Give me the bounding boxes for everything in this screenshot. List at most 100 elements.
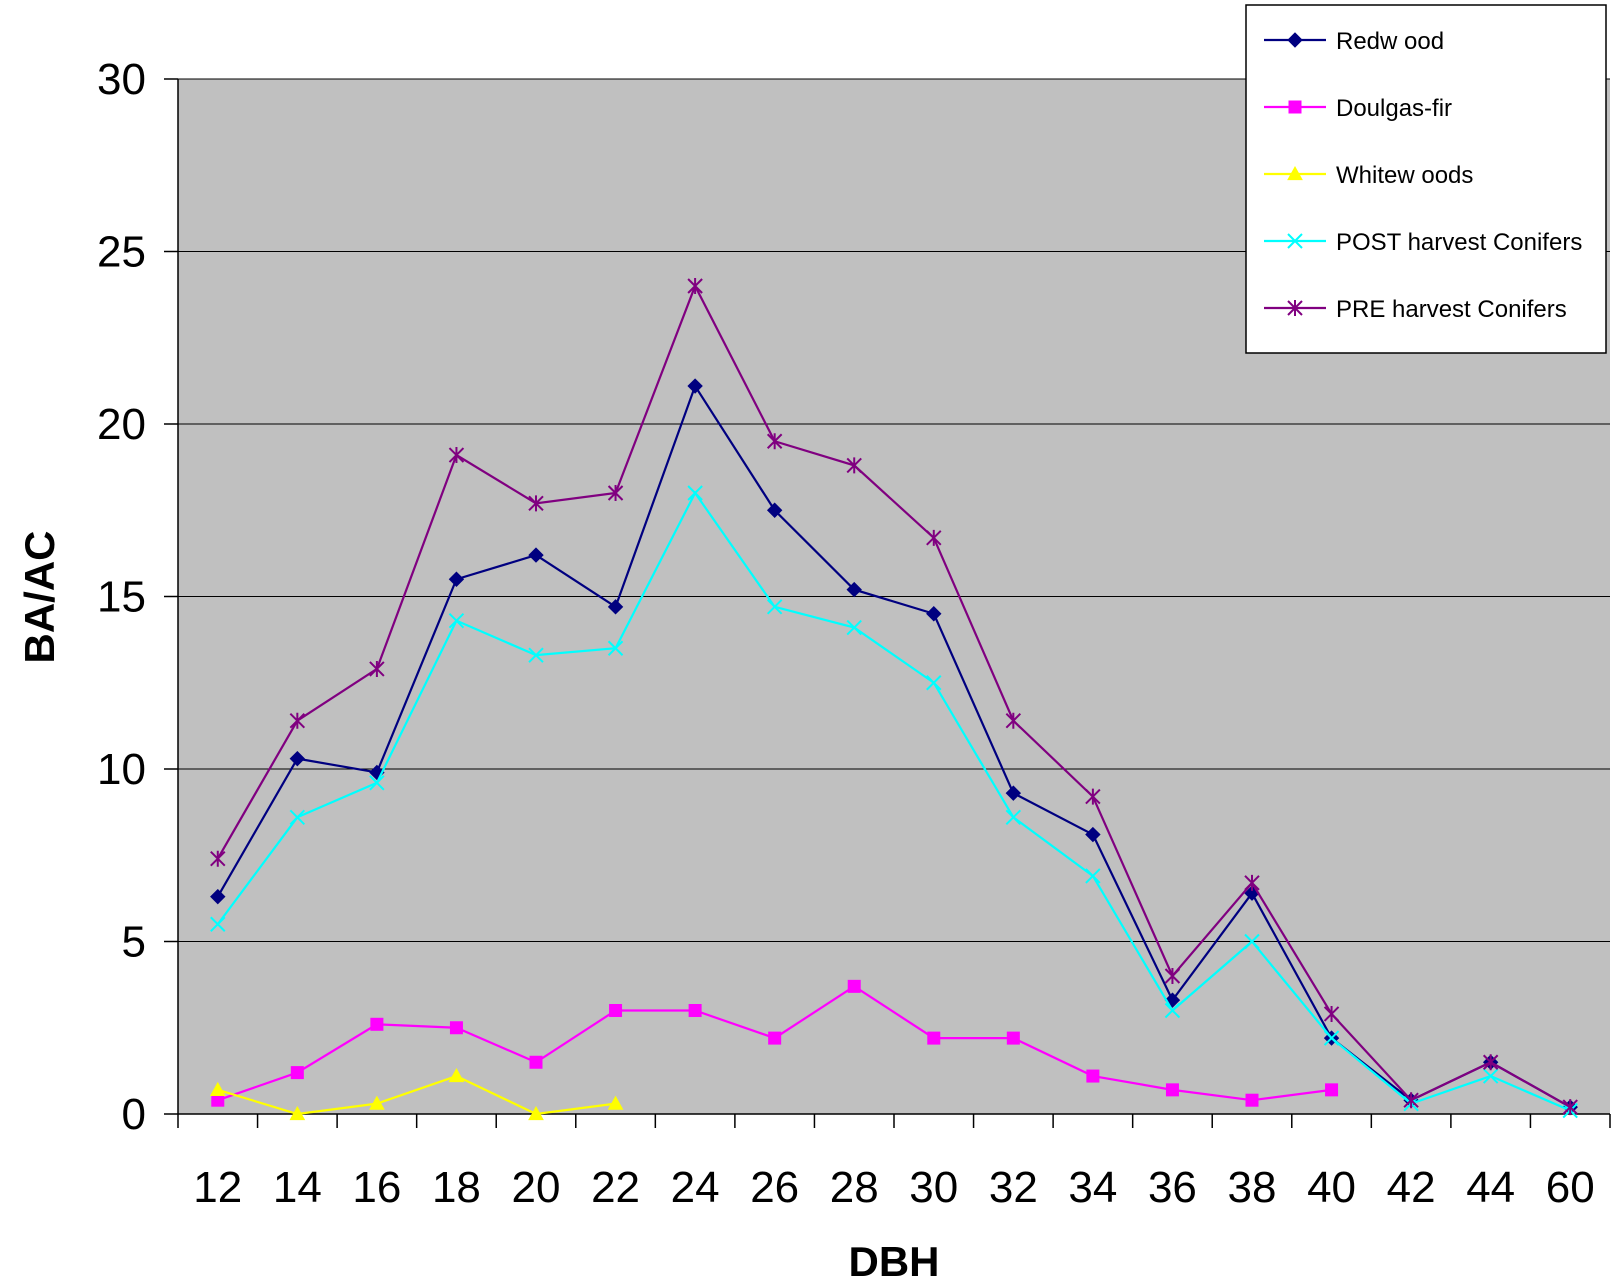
data-point [1562, 1099, 1578, 1116]
legend-item: PRE harvest Conifers [1264, 296, 1567, 323]
data-point [766, 599, 783, 615]
data-point [607, 485, 624, 501]
data-point [1006, 1031, 1020, 1045]
y-axis-title: BA/AC [16, 531, 63, 664]
x-tick-label: 36 [1148, 1163, 1197, 1212]
legend-label: POST harvest Conifers [1336, 229, 1582, 256]
data-point [448, 1068, 465, 1083]
data-point [1085, 826, 1101, 843]
data-point [847, 979, 861, 993]
data-point [1164, 1002, 1181, 1019]
data-point [289, 809, 306, 826]
data-point [1244, 933, 1260, 950]
legend-item: Doulgas-fir [1264, 95, 1452, 122]
x-tick-label: 26 [750, 1163, 799, 1212]
data-point [1005, 785, 1022, 801]
data-point [528, 1105, 544, 1121]
data-point [210, 916, 226, 932]
legend-marker [1287, 32, 1303, 48]
data-point [607, 599, 624, 615]
data-point [290, 1066, 304, 1080]
y-tick-label: 25 [97, 228, 146, 277]
legend-item: POST harvest Conifers [1264, 229, 1582, 256]
data-point [369, 775, 385, 791]
data-point [926, 675, 942, 691]
data-point [529, 1055, 543, 1069]
data-point [607, 640, 624, 656]
data-point [289, 1105, 306, 1121]
x-tick-label: 40 [1307, 1163, 1356, 1212]
data-point [927, 1031, 941, 1045]
data-point [609, 1004, 623, 1017]
data-point [448, 612, 465, 629]
data-point [210, 850, 226, 867]
legend-marker [1288, 100, 1302, 114]
data-point [448, 571, 465, 587]
data-point [768, 1031, 782, 1045]
data-point [369, 660, 385, 677]
y-tick-label: 10 [97, 745, 146, 794]
data-point [289, 750, 306, 767]
x-tick-label: 24 [671, 1163, 720, 1212]
x-axis-title: DBH [849, 1238, 940, 1285]
series-layer [209, 278, 1578, 1121]
x-tick-label: 38 [1228, 1163, 1277, 1212]
data-point [1085, 788, 1101, 805]
x-tick-label: 32 [989, 1163, 1038, 1212]
data-point [1164, 968, 1181, 984]
data-point [1005, 809, 1022, 826]
data-point [210, 888, 226, 905]
data-point [1482, 1068, 1499, 1084]
series-1 [211, 979, 1339, 1107]
data-point [1005, 712, 1022, 729]
y-tick-label: 15 [97, 573, 146, 622]
data-point [846, 581, 862, 598]
x-tick-label: 12 [193, 1163, 242, 1212]
y-tick-label: 5 [122, 918, 146, 967]
data-point [1323, 1030, 1340, 1046]
data-point [528, 547, 544, 563]
data-point [1165, 1083, 1179, 1097]
legend: Redw ood Doulgas-fir Whitew oods POST harve… [1245, 4, 1607, 354]
series-line [216, 490, 1571, 1112]
legend-item: Redw ood [1264, 28, 1444, 55]
data-point [687, 485, 703, 501]
legend-marker [1287, 233, 1303, 249]
data-point [1244, 874, 1260, 891]
data-point [687, 278, 703, 294]
x-tick-label: 30 [909, 1163, 958, 1212]
data-point [688, 1004, 702, 1017]
data-point [1086, 1069, 1100, 1083]
x-tick-label: 20 [512, 1163, 561, 1212]
legend-label: Whitew oods [1336, 162, 1473, 189]
x-tick-label: 44 [1466, 1163, 1515, 1212]
x-tick-label: 28 [830, 1163, 879, 1212]
legend-label: Doulgas-fir [1336, 95, 1452, 122]
data-point [766, 502, 783, 518]
data-point [926, 529, 942, 546]
x-axis-ticks: 12 14 16 18 20 22 24 26 28 30 32 34 36 38 40 42 44 60 [177, 1114, 1611, 1212]
y-tick-label: 20 [97, 400, 146, 449]
series-4 [210, 278, 1578, 1116]
y-tick-label: 30 [97, 55, 146, 104]
legend-box [1245, 4, 1607, 354]
data-point [607, 1095, 624, 1110]
x-tick-label: 34 [1068, 1163, 1117, 1212]
data-point [528, 495, 544, 512]
legend-marker [1287, 300, 1303, 316]
data-point [449, 1021, 463, 1035]
data-point [1403, 1092, 1419, 1109]
data-point [369, 1095, 385, 1110]
x-tick-label: 16 [352, 1163, 401, 1212]
data-point [289, 712, 306, 729]
legend-label: PRE harvest Conifers [1336, 296, 1567, 323]
data-point [926, 606, 942, 622]
x-tick-label: 14 [273, 1163, 322, 1212]
x-tick-label: 18 [432, 1163, 481, 1212]
x-tick-label: 22 [591, 1163, 640, 1212]
data-point [528, 647, 544, 663]
data-point [846, 619, 862, 636]
y-tick-label: 0 [122, 1090, 146, 1139]
legend-marker [1287, 165, 1303, 181]
